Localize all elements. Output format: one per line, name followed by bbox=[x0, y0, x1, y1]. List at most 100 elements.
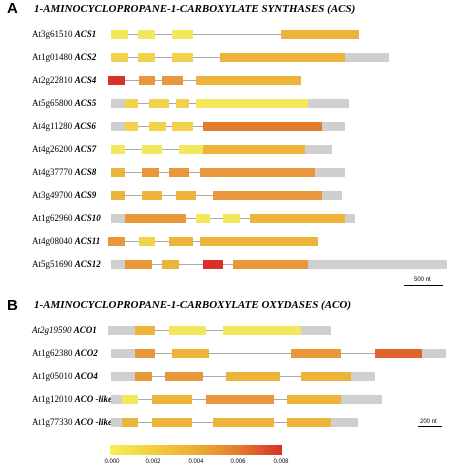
exon-segment bbox=[124, 260, 153, 269]
gene-structure bbox=[108, 236, 319, 247]
gene-row: At4g08040 ACS11 bbox=[0, 236, 454, 249]
exon-segment bbox=[196, 99, 308, 108]
gene-label: At3g49700 ACS9 bbox=[32, 190, 96, 201]
gene-structure bbox=[111, 167, 346, 178]
exon-segment bbox=[223, 214, 241, 223]
utr-segment bbox=[111, 122, 125, 131]
utr-segment bbox=[341, 395, 382, 404]
exon-segment bbox=[169, 237, 193, 246]
exon-segment bbox=[124, 99, 139, 108]
exon-segment bbox=[108, 237, 125, 246]
utr-segment bbox=[351, 372, 375, 381]
gene-row: At2g22810 ACS4 bbox=[0, 75, 454, 88]
exon-segment bbox=[111, 168, 125, 177]
gene-row: At1g12010 ACO -like bbox=[0, 394, 454, 407]
gene-label: At2g19590 ACO1 bbox=[32, 325, 97, 336]
gene-name: ACS7 bbox=[74, 144, 97, 154]
gene-name: ACS11 bbox=[74, 236, 101, 246]
exon-segment bbox=[141, 191, 163, 200]
utr-segment bbox=[111, 260, 125, 269]
utr-segment bbox=[307, 260, 447, 269]
utr-segment bbox=[345, 214, 356, 223]
exon-segment bbox=[138, 237, 156, 246]
exon-segment bbox=[199, 168, 315, 177]
gene-name: ACS12 bbox=[74, 259, 101, 269]
exon-segment bbox=[141, 168, 159, 177]
intron-line bbox=[111, 353, 446, 354]
exon-segment bbox=[196, 76, 302, 85]
gene-row: At4g37770 ACS8 bbox=[0, 167, 454, 180]
utr-segment bbox=[307, 99, 349, 108]
exon-segment bbox=[172, 122, 193, 131]
gene-name: ACS9 bbox=[74, 190, 97, 200]
exon-segment bbox=[300, 372, 352, 381]
exon-segment bbox=[148, 99, 169, 108]
gene-name: ACO4 bbox=[74, 371, 98, 381]
colorbar-tick-0: 0.000 bbox=[104, 459, 120, 465]
gene-structure bbox=[111, 29, 359, 40]
gene-row: At5g51690 ACS12 bbox=[0, 259, 454, 272]
utr-segment bbox=[108, 326, 136, 335]
exon-segment bbox=[138, 53, 156, 62]
panel-a-scale-label: 500 nt bbox=[414, 277, 431, 283]
exon-segment bbox=[111, 30, 129, 39]
gene-label: At1g62960 ACS10 bbox=[32, 213, 101, 224]
gene-locus: At1g62960 bbox=[32, 213, 73, 223]
gene-label: At1g12010 ACO -like bbox=[32, 394, 112, 405]
exon-segment bbox=[124, 122, 139, 131]
gene-structure bbox=[111, 394, 382, 405]
gene-row: At3g61510 ACS1 bbox=[0, 29, 454, 42]
utr-segment bbox=[300, 326, 332, 335]
gene-locus: At3g49700 bbox=[32, 190, 73, 200]
exon-segment bbox=[135, 326, 156, 335]
gene-label: At5g65800 ACS5 bbox=[32, 98, 96, 109]
gene-label: At4g08040 ACS11 bbox=[32, 236, 100, 247]
exon-segment bbox=[202, 145, 305, 154]
exon-segment bbox=[226, 372, 281, 381]
utr-segment bbox=[321, 191, 342, 200]
intron-line bbox=[111, 34, 359, 35]
exon-segment bbox=[233, 260, 308, 269]
exon-segment bbox=[135, 372, 152, 381]
color-scale-bar bbox=[110, 445, 282, 455]
gene-locus: At4g37770 bbox=[32, 167, 73, 177]
utr-segment bbox=[321, 122, 346, 131]
gene-structure bbox=[111, 213, 356, 224]
exon-segment bbox=[206, 395, 274, 404]
colorbar-tick-4: 0.008 bbox=[273, 459, 289, 465]
gene-row: At4g26200 ACS7 bbox=[0, 144, 454, 157]
gene-row: At1g77330 ACO -like bbox=[0, 417, 454, 430]
gene-name: ACO -like bbox=[74, 394, 112, 404]
exon-segment bbox=[121, 395, 139, 404]
exon-segment bbox=[287, 395, 342, 404]
utr-segment bbox=[345, 53, 390, 62]
gene-structure bbox=[111, 190, 342, 201]
exon-segment bbox=[290, 349, 342, 358]
gene-label: At4g26200 ACS7 bbox=[32, 144, 96, 155]
gene-row: At1g62960 ACS10 bbox=[0, 213, 454, 226]
gene-locus: At1g77330 bbox=[32, 417, 73, 427]
gene-name: ACS2 bbox=[74, 52, 97, 62]
utr-segment bbox=[111, 214, 125, 223]
exon-segment bbox=[151, 418, 193, 427]
exon-segment bbox=[138, 76, 156, 85]
gene-label: At1g05010 ACO4 bbox=[32, 371, 98, 382]
exon-segment bbox=[165, 372, 203, 381]
exon-segment bbox=[219, 53, 346, 62]
gene-label: At1g62380 ACO2 bbox=[32, 348, 98, 359]
gene-row: At2g19590 ACO1 bbox=[0, 325, 454, 338]
exon-segment bbox=[121, 418, 139, 427]
colorbar-tick-2: 0.004 bbox=[188, 459, 204, 465]
exon-segment bbox=[202, 260, 224, 269]
utr-segment bbox=[331, 418, 359, 427]
gene-locus: At5g51690 bbox=[32, 259, 73, 269]
exon-segment bbox=[222, 326, 301, 335]
gene-structure bbox=[111, 259, 447, 270]
intron-line bbox=[108, 330, 332, 331]
utr-segment bbox=[314, 168, 346, 177]
exon-segment bbox=[111, 191, 125, 200]
gene-row: At5g65800 ACS5 bbox=[0, 98, 454, 111]
gene-name: ACS4 bbox=[74, 75, 97, 85]
exon-segment bbox=[162, 260, 180, 269]
gene-structure bbox=[111, 144, 332, 155]
